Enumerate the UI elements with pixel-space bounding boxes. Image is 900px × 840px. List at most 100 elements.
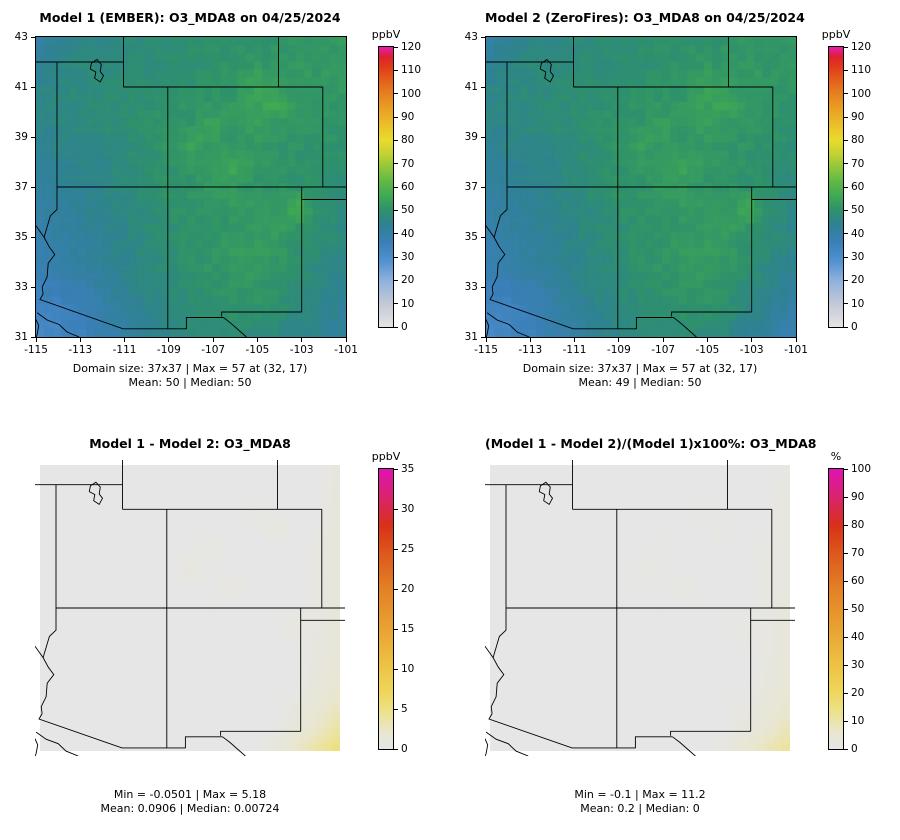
colorbar-tick (394, 748, 398, 750)
colorbar-tick-label: 15 (401, 623, 415, 635)
x-axis-tick (168, 338, 170, 342)
colorbar-tick-label: 90 (851, 491, 865, 503)
y-axis-tick (31, 286, 35, 288)
y-axis-tick (481, 236, 485, 238)
colorbar-tick (844, 692, 848, 694)
colorbar-tick (394, 668, 398, 670)
colorbar-tick (844, 233, 848, 235)
colorbar-tick (394, 163, 398, 165)
state-border-line (493, 62, 508, 238)
colorbar-tick (844, 664, 848, 666)
colorbar-tick (394, 186, 398, 188)
x-tick-label: -113 (68, 344, 93, 356)
colorbar-units-label: % (830, 450, 842, 463)
state-border-line (43, 62, 58, 238)
state-border-line (36, 225, 56, 295)
colorbar-tick (844, 69, 848, 71)
colorbar-tick-label: 25 (401, 543, 415, 555)
x-axis-tick (751, 338, 753, 342)
colorbar-tick-label: 30 (401, 503, 415, 515)
colorbar-tick-label: 0 (851, 321, 858, 333)
colorbar-tick (844, 186, 848, 188)
colorbar-tick (394, 628, 398, 630)
colorbar-tick-label: 10 (401, 663, 415, 675)
x-axis-tick (79, 338, 81, 342)
x-axis-tick (256, 338, 258, 342)
y-axis-tick (31, 36, 35, 38)
state-border-line (672, 736, 696, 756)
colorbar-tick (844, 279, 848, 281)
colorbar-tick-label: 0 (851, 743, 858, 755)
colorbar-tick-label: 50 (851, 204, 865, 217)
coastline (486, 319, 490, 337)
panel-title: Model 1 - Model 2: O3_MDA8 (89, 436, 291, 451)
x-axis-tick (618, 338, 620, 342)
x-axis-tick (345, 338, 347, 342)
y-axis-tick (481, 336, 485, 338)
colorbar-tick-label: 70 (401, 157, 415, 170)
colorbar-tick (844, 46, 848, 48)
colorbar-tick-label: 40 (401, 227, 415, 240)
x-axis-tick (529, 338, 531, 342)
colorbar-tick (844, 636, 848, 638)
colorbar-tick (844, 209, 848, 211)
colorbar-tick (394, 279, 398, 281)
state-border-line (38, 713, 223, 749)
stats-line-1: Domain size: 37x37 | Max = 57 at (32, 17… (72, 362, 308, 375)
x-tick-label: -115 (24, 344, 48, 356)
colorbar-tick-label: 40 (851, 227, 865, 240)
colorbar-tick (394, 93, 398, 95)
x-axis-tick (35, 338, 37, 342)
colorbar-units-label: ppbV (821, 28, 851, 41)
colorbar-tick-label: 20 (401, 274, 415, 287)
colorbar-tick (844, 303, 848, 305)
x-tick-label: -105 (695, 344, 720, 356)
colorbar-tick (844, 580, 848, 582)
colorbar-tick (844, 116, 848, 118)
colorbar-tick-label: 60 (401, 181, 415, 193)
y-axis-tick (481, 286, 485, 288)
colorbar-tick (844, 524, 848, 526)
x-tick-label: -101 (784, 344, 808, 356)
colorbar-tick-label: 30 (401, 251, 415, 263)
map-plot: -115 -113 -111 -109 -107 -105 -103 -101 31 33 35 37… (15, 31, 358, 356)
x-tick-label: -107 (201, 344, 226, 356)
colorbar-tick (394, 46, 398, 48)
state-border-line (671, 311, 752, 317)
colorbar-tick (844, 748, 848, 750)
colorbar-tick-label: 80 (851, 134, 865, 147)
x-tick-label: -103 (289, 344, 314, 356)
y-tick-label: 37 (464, 181, 478, 193)
colorbar-tick (844, 256, 848, 258)
x-tick-label: -101 (334, 344, 358, 356)
map-plot (485, 460, 795, 756)
colorbar-tick-label: 20 (401, 583, 415, 595)
x-tick-label: -111 (112, 344, 137, 356)
state-border-line (492, 484, 507, 658)
x-tick-label: -115 (474, 344, 498, 356)
x-axis-tick (795, 338, 797, 342)
coastline (35, 731, 79, 756)
colorbar-tick (394, 139, 398, 141)
coastline (486, 312, 530, 337)
colorbar-tick-label: 110 (851, 64, 872, 77)
x-tick-label: -107 (651, 344, 676, 356)
y-axis-tick (31, 86, 35, 88)
stats-caption: Min = -0.0501 | Max = 5.18 Mean: 0.0906 … (10, 788, 370, 815)
stats-line-1: Domain size: 37x37 | Max = 57 at (32, 17… (522, 362, 758, 375)
state-border-line (673, 317, 697, 337)
colorbar-tick (394, 256, 398, 258)
map-plot (35, 460, 345, 756)
x-tick-label: -103 (739, 344, 764, 356)
x-axis-tick (662, 338, 664, 342)
colorbar-tick (844, 163, 848, 165)
x-axis-tick (212, 338, 214, 342)
y-tick-label: 43 (14, 31, 28, 43)
colorbar: % 0 10 20 30 40 50 60 70 80 90 100 (828, 450, 888, 755)
y-tick-label: 43 (464, 31, 478, 43)
state-borders-overlay (486, 37, 796, 337)
state-border-line (489, 293, 674, 330)
y-axis-tick (481, 136, 485, 138)
colorbar-tick (394, 233, 398, 235)
x-axis-tick (301, 338, 303, 342)
